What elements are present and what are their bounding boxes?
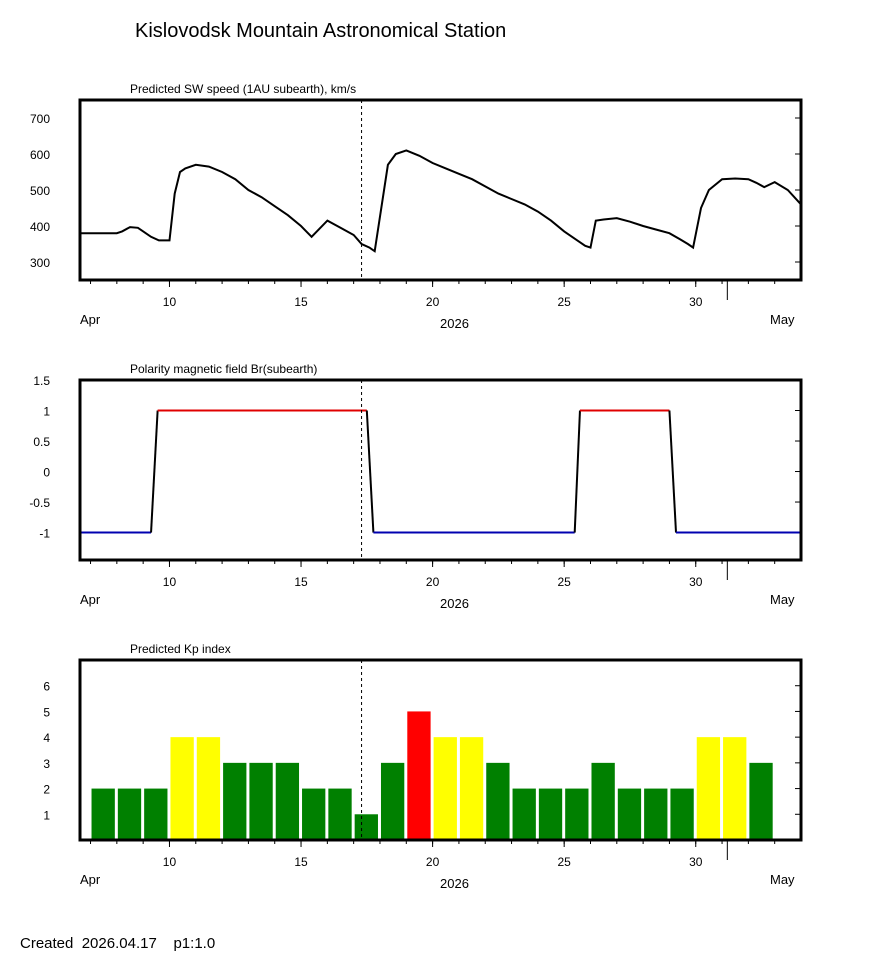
kp-xtick-label: 15 [294,855,308,869]
polarity-transition [150,410,159,533]
sw-speed-xtick-label: 10 [163,295,177,309]
kp-bar [433,737,457,840]
kp-bar [644,788,668,840]
sw-speed-frame [78,98,803,282]
created-footer: Created 2026.04.17 p1:1.0 [20,935,215,952]
kp-frame [78,658,803,842]
kp-title: Predicted Kp index [130,642,231,656]
polarity-transition [668,410,678,533]
polarity-month-start: Apr [80,592,101,607]
kp-bar [538,788,563,840]
polarity-ytick-label: 0 [43,466,50,480]
kp-bar [354,814,378,840]
kp-bar [196,737,221,840]
polarity-ytick-label: -0.5 [29,496,50,510]
kp-bar [249,762,273,840]
kp-series [91,660,773,840]
sw-speed-ytick-label: 700 [30,112,50,126]
sw-speed-year: 2026 [440,316,469,331]
sw-speed-chart: Predicted SW speed (1AU subearth), km/s … [30,82,803,331]
kp-bar [512,788,536,840]
polarity-title: Polarity magnetic field Br(subearth) [130,362,317,376]
polarity-xtick-label: 20 [426,575,440,589]
kp-bar [407,711,431,840]
polarity-transition [573,410,581,533]
kp-ytick-label: 1 [43,808,50,822]
kp-year: 2026 [440,876,469,891]
kp-bar [486,762,510,840]
kp-ytick-label: 6 [43,680,50,694]
kp-bar [749,762,773,840]
sw-speed-xtick-label: 25 [557,295,571,309]
polarity-xtick-label: 30 [689,575,703,589]
kp-xtick-label: 20 [426,855,440,869]
kp-ytick-label: 5 [43,705,50,719]
polarity-xtick-label: 10 [163,575,177,589]
kp-chart: Predicted Kp index 1 2 3 4 5 6 10 15 20 25 30 Apr… [43,642,803,891]
polarity-series [80,380,801,560]
sw-speed-ytick-label: 300 [30,256,50,270]
sw-speed-ytick-label: 400 [30,220,50,234]
kp-bar [170,737,194,840]
kp-bar [723,737,747,840]
kp-xtick-label: 10 [163,855,177,869]
polarity-ytick-label: 1.5 [33,374,50,388]
sw-speed-line [80,149,802,253]
sw-speed-xtick-label: 30 [689,295,703,309]
kp-bar [670,788,694,840]
polarity-chart: Polarity magnetic field Br(subearth) -1-… [29,362,803,611]
polarity-y-axis: -1 -0.5 0 0.5 1 1.5 [29,374,801,541]
sw-speed-ytick-label: 600 [30,148,50,162]
kp-bar [565,788,589,840]
kp-xtick-label: 30 [689,855,703,869]
kp-bar [275,762,300,840]
kp-bar [91,788,115,840]
created-scale: p1:1.0 [173,935,216,952]
polarity-year: 2026 [440,596,469,611]
kp-bar [696,737,721,840]
kp-month-start: Apr [80,872,101,887]
kp-bar [591,762,615,840]
polarity-ytick-label: -1 [39,527,50,541]
sw-speed-y-axis: 300 400 500 600 700 [30,112,801,270]
kp-bar [223,762,247,840]
kp-bar [459,737,484,840]
kp-bar [117,788,142,840]
kp-ytick-label: 4 [43,731,50,745]
polarity-ytick-label: 0.5 [33,435,50,449]
sw-speed-month-start: Apr [80,312,101,327]
polarity-frame [78,378,803,562]
polarity-xtick-label: 25 [557,575,571,589]
sw-speed-xtick-label: 20 [426,295,440,309]
created-date: 2026.04.17 [81,935,157,952]
kp-ytick-label: 3 [43,757,50,771]
sw-speed-month-end: May [770,312,795,327]
kp-bar [302,788,326,840]
kp-month-end: May [770,872,795,887]
kp-ytick-label: 2 [43,783,50,797]
polarity-xtick-label: 15 [294,575,308,589]
kp-x-axis: 10 15 20 25 30 [90,840,776,869]
kp-xtick-label: 25 [557,855,571,869]
kp-bar [617,788,642,840]
polarity-transition [365,410,375,533]
polarity-ytick-label: 1 [43,405,50,419]
kp-bar [328,788,352,840]
sw-speed-xtick-label: 15 [294,295,308,309]
kp-bar [380,762,405,840]
sw-speed-x-axis: 10 15 20 25 30 [90,280,776,309]
created-label: Created [20,935,74,952]
polarity-x-axis: 10 15 20 25 30 [90,560,776,589]
page-title: Kislovodsk Mountain Astronomical Station [135,20,507,42]
sw-speed-ytick-label: 500 [30,184,50,198]
sw-speed-title: Predicted SW speed (1AU subearth), km/s [130,82,356,96]
polarity-month-end: May [770,592,795,607]
kp-bar [144,788,168,840]
sw-speed-series [80,100,802,280]
